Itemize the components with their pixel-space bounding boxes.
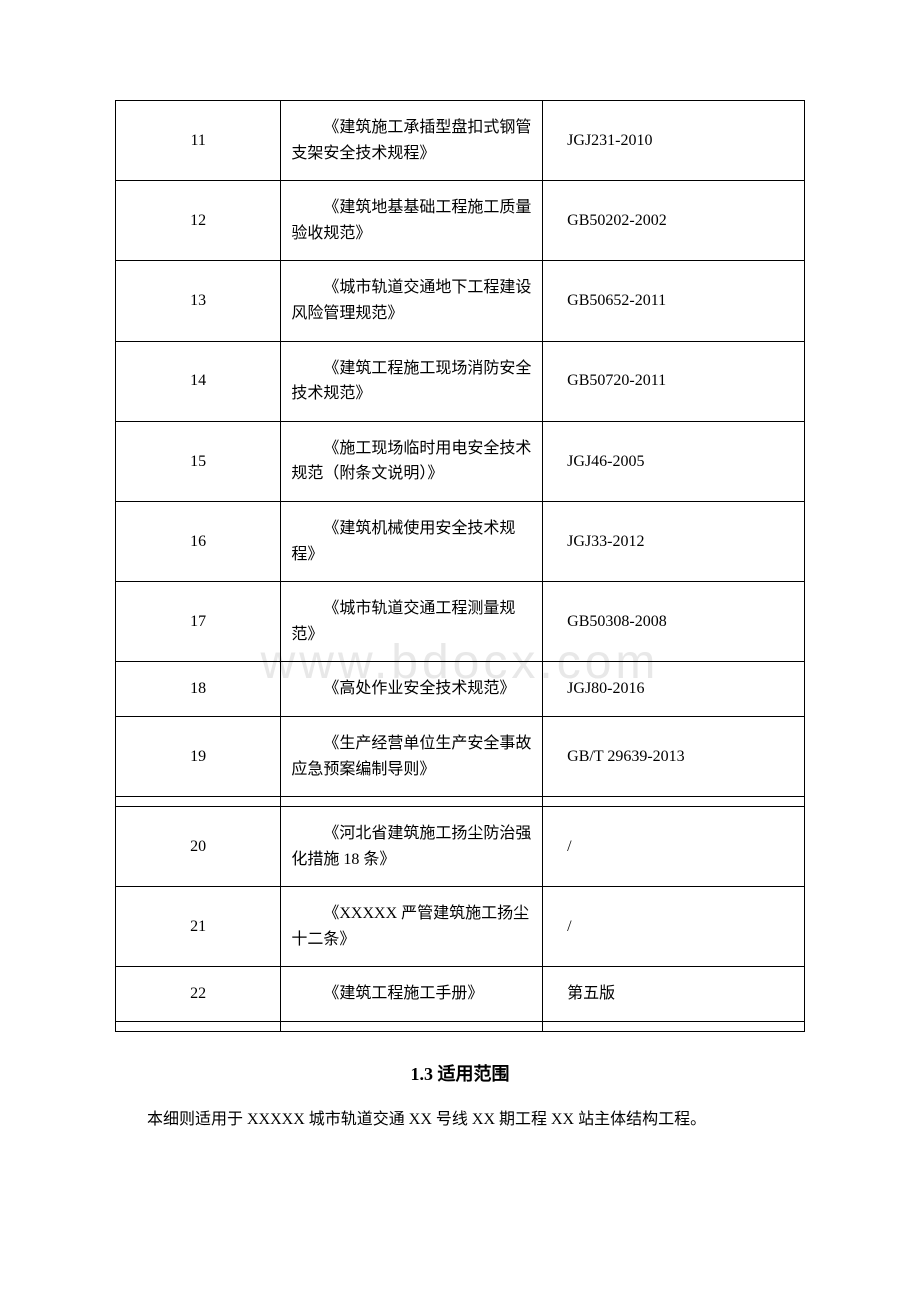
row-number: 11	[116, 101, 281, 181]
row-title: 《高处作业安全技术规范》	[281, 662, 543, 717]
spacer-cell	[543, 797, 805, 807]
row-number: 18	[116, 662, 281, 717]
row-number: 16	[116, 501, 281, 581]
row-title: 《建筑施工承插型盘扣式钢管支架安全技术规程》	[281, 101, 543, 181]
row-number: 12	[116, 181, 281, 261]
table-row: 14《建筑工程施工现场消防安全技术规范》GB50720-2011	[116, 341, 805, 421]
row-code: GB50720-2011	[543, 341, 805, 421]
table-row: 21《XXXXX 严管建筑施工扬尘十二条》/	[116, 887, 805, 967]
row-code: GB50652-2011	[543, 261, 805, 341]
row-title: 《施工现场临时用电安全技术规范（附条文说明）》	[281, 421, 543, 501]
row-code: GB50202-2002	[543, 181, 805, 261]
table-row: 16《建筑机械使用安全技术规程》JGJ33-2012	[116, 501, 805, 581]
row-number: 14	[116, 341, 281, 421]
row-code: JGJ80-2016	[543, 662, 805, 717]
row-title: 《建筑工程施工现场消防安全技术规范》	[281, 341, 543, 421]
table-row	[116, 1022, 805, 1032]
table-row: 19《生产经营单位生产安全事故应急预案编制导则》GB/T 29639-2013	[116, 716, 805, 796]
row-number: 21	[116, 887, 281, 967]
row-code: /	[543, 887, 805, 967]
table-row: 13《城市轨道交通地下工程建设风险管理规范》GB50652-2011	[116, 261, 805, 341]
row-code: /	[543, 807, 805, 887]
row-title: 《建筑地基基础工程施工质量验收规范》	[281, 181, 543, 261]
row-code: 第五版	[543, 967, 805, 1022]
document-content: 11《建筑施工承插型盘扣式钢管支架安全技术规程》JGJ231-201012《建筑…	[115, 100, 805, 1135]
section-body-text: 本细则适用于 XXXXX 城市轨道交通 XX 号线 XX 期工程 XX 站主体结…	[115, 1105, 805, 1135]
spacer-cell	[281, 797, 543, 807]
row-code: GB/T 29639-2013	[543, 716, 805, 796]
table-row: 17《城市轨道交通工程测量规范》GB50308-2008	[116, 582, 805, 662]
row-number: 19	[116, 716, 281, 796]
row-title: 《XXXXX 严管建筑施工扬尘十二条》	[281, 887, 543, 967]
table-row: 12《建筑地基基础工程施工质量验收规范》GB50202-2002	[116, 181, 805, 261]
standards-table: 11《建筑施工承插型盘扣式钢管支架安全技术规程》JGJ231-201012《建筑…	[115, 100, 805, 1032]
table-row: 22《建筑工程施工手册》第五版	[116, 967, 805, 1022]
row-title: 《建筑工程施工手册》	[281, 967, 543, 1022]
row-title: 《建筑机械使用安全技术规程》	[281, 501, 543, 581]
table-row: 18《高处作业安全技术规范》JGJ80-2016	[116, 662, 805, 717]
row-title: 《城市轨道交通地下工程建设风险管理规范》	[281, 261, 543, 341]
table-row: 20《河北省建筑施工扬尘防治强化措施 18 条》/	[116, 807, 805, 887]
table-row	[116, 797, 805, 807]
table-row: 15《施工现场临时用电安全技术规范（附条文说明）》JGJ46-2005	[116, 421, 805, 501]
row-title: 《河北省建筑施工扬尘防治强化措施 18 条》	[281, 807, 543, 887]
row-title: 《生产经营单位生产安全事故应急预案编制导则》	[281, 716, 543, 796]
row-number: 13	[116, 261, 281, 341]
row-number: 22	[116, 967, 281, 1022]
row-code: JGJ46-2005	[543, 421, 805, 501]
row-title: 《城市轨道交通工程测量规范》	[281, 582, 543, 662]
row-number: 17	[116, 582, 281, 662]
spacer-cell	[281, 1022, 543, 1032]
row-code: JGJ231-2010	[543, 101, 805, 181]
spacer-cell	[543, 1022, 805, 1032]
row-code: JGJ33-2012	[543, 501, 805, 581]
row-number: 15	[116, 421, 281, 501]
table-row: 11《建筑施工承插型盘扣式钢管支架安全技术规程》JGJ231-2010	[116, 101, 805, 181]
spacer-cell	[116, 1022, 281, 1032]
row-number: 20	[116, 807, 281, 887]
spacer-cell	[116, 797, 281, 807]
row-code: GB50308-2008	[543, 582, 805, 662]
section-heading: 1.3 适用范围	[115, 1060, 805, 1089]
